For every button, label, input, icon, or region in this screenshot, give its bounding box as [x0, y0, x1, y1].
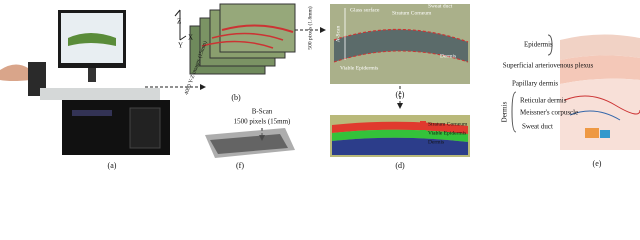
annotation: Sweat duct — [428, 3, 453, 9]
annotation: Reticular dermis — [520, 97, 567, 105]
legend-label: Viable Epidermis — [428, 130, 466, 136]
legend-swatch — [420, 121, 426, 127]
bscan-image — [330, 4, 470, 84]
annotation: Superficial arteriovenous plexus — [503, 62, 594, 70]
panel-label: (b) — [231, 93, 241, 102]
bscan-label: B-Scan — [252, 108, 273, 116]
annotation: Papillary dermis — [512, 80, 558, 88]
panel-label: (d) — [395, 161, 405, 170]
annotation: Sweat duct — [522, 123, 553, 131]
image-stack — [174, 3, 296, 75]
panel-label: (a) — [108, 161, 117, 170]
legend: Stratum Corneum Viable Epidermis Dermis — [420, 121, 468, 145]
volume-render — [205, 128, 295, 158]
axis-label: Z — [177, 18, 181, 26]
legend-swatch — [420, 139, 426, 145]
width-label: 1500 pixels (15mm) — [234, 118, 291, 126]
axis-label: X — [188, 34, 193, 42]
annotation: Epidermis — [524, 41, 553, 49]
annotation: Dermis — [501, 101, 509, 122]
legend-label: Dermis — [428, 139, 444, 145]
skin-diagram — [511, 34, 640, 150]
panel-label: (f) — [236, 161, 244, 170]
panel-label: (c) — [396, 90, 405, 99]
depth-label: 500 pixels (1.8mm) — [306, 6, 313, 49]
panel-label: (e) — [593, 159, 602, 168]
figure: (a) Z Y X 4000 Y-Z images (15mm) 500 pix… — [0, 3, 640, 170]
annotation: Meissner's corpuscle — [520, 109, 578, 117]
legend-swatch — [420, 130, 426, 136]
device-photo — [0, 10, 170, 155]
annotation: Viable Epidermis — [340, 65, 378, 71]
annotation: Stratum Corneum — [392, 10, 432, 16]
axis-label: Y — [178, 42, 183, 50]
annotation: Dermis — [440, 53, 456, 59]
segmentation-image — [330, 115, 470, 157]
annotation: A-Scan — [335, 26, 341, 43]
legend-label: Stratum Corneum — [428, 121, 468, 127]
annotation: Glass surface — [350, 6, 380, 13]
